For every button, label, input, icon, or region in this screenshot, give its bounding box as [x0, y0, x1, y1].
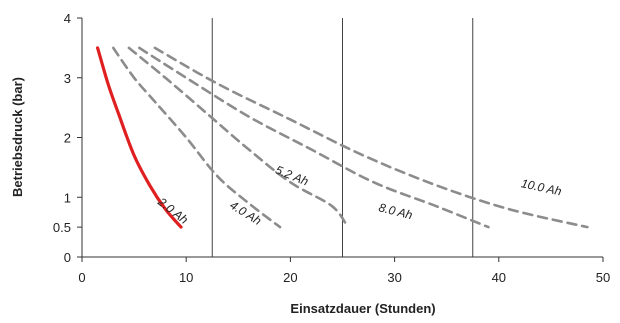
y-tick-label: 4 [64, 11, 71, 26]
series-2-0-ah-label: 2.0 Ah [154, 194, 191, 227]
x-tick-label: 40 [492, 270, 506, 285]
series-10-0-ah-label: 10.0 Ah [520, 176, 563, 198]
y-tick-label: 1 [64, 190, 71, 205]
x-tick-label: 0 [78, 270, 85, 285]
x-axis-title: Einsatzdauer (Stunden) [290, 301, 435, 316]
series-8-0-ah-label: 8.0 Ah [377, 200, 414, 222]
y-tick-label: 0 [64, 250, 71, 265]
series-10-0-ah-line [153, 46, 589, 229]
x-tick-label: 50 [596, 270, 610, 285]
x-tick-label: 20 [283, 270, 297, 285]
x-tick-label: 10 [179, 270, 193, 285]
series-4-0-ah-line [112, 46, 282, 229]
y-tick-label: 3 [64, 71, 71, 86]
series-curves [96, 46, 589, 229]
y-tick-label: 2 [64, 131, 71, 146]
series-5-2-ah-line [127, 46, 349, 229]
series-2-0-ah-line [96, 46, 183, 229]
y-tick-label: 0.5 [53, 220, 71, 235]
x-tick-label: 30 [387, 270, 401, 285]
y-axis-title: Betriebsdruck (bar) [10, 77, 25, 197]
series-8-0-ah-line [138, 46, 490, 229]
